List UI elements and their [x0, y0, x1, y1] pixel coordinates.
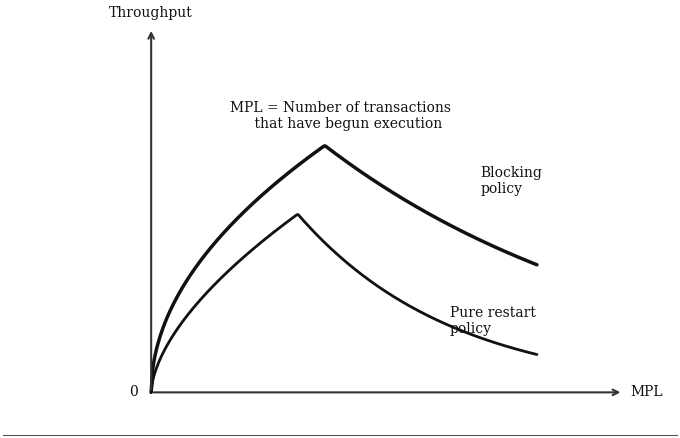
Text: MPL = Number of transactions
    that have begun execution: MPL = Number of transactions that have b… — [230, 101, 450, 131]
Text: Blocking
policy: Blocking policy — [480, 166, 542, 196]
Text: Pure restart
policy: Pure restart policy — [449, 306, 535, 336]
Text: MPL: MPL — [630, 385, 662, 399]
Text: Throughput: Throughput — [109, 6, 193, 20]
Text: 0: 0 — [129, 385, 137, 399]
